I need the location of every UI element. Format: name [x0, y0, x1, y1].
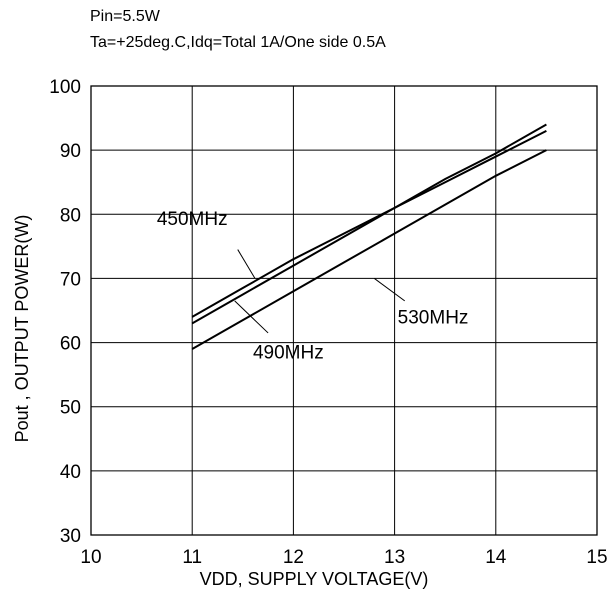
series-line-490mhz: [191, 123, 547, 325]
grid-lines: [91, 86, 597, 535]
x-tick-label: 15: [586, 547, 607, 568]
y-tick-label: 100: [49, 77, 81, 98]
series-line-530mhz: [191, 149, 547, 350]
series-label-530mhz: 530MHz: [398, 307, 469, 328]
x-tick-labels: 10 11 12 13 14 15: [80, 547, 607, 568]
x-tick-label: 14: [485, 547, 507, 568]
y-tick-label: 90: [60, 141, 81, 162]
x-tick-label: 13: [384, 547, 405, 568]
y-tick-label: 60: [60, 334, 81, 355]
y-tick-labels: 30 40 50 60 70 80 90 100: [49, 77, 81, 547]
x-axis-label: VDD, SUPPLY VOLTAGE(V): [200, 569, 429, 589]
series-label-450mhz: 450MHz: [157, 209, 228, 230]
plot-frame: [90, 85, 598, 536]
x-tick-label: 12: [283, 547, 304, 568]
y-tick-label: 50: [60, 398, 81, 419]
y-tick-label: 30: [60, 526, 81, 547]
leader-line-530mhz: [374, 278, 406, 302]
series-lines: [191, 123, 547, 350]
series-labels: 450MHz 490MHz 530MHz: [157, 209, 469, 363]
x-tick-label: 11: [182, 547, 202, 568]
condition-pin: Pin=5.5W: [90, 8, 160, 25]
leader-line-490mhz: [234, 300, 269, 334]
series-line-450mhz: [191, 130, 547, 318]
y-tick-label: 70: [60, 269, 81, 290]
y-tick-label: 40: [60, 462, 81, 483]
series-label-490mhz: 490MHz: [253, 343, 324, 364]
leader-line-450mhz: [237, 249, 256, 279]
y-axis-label: Pout , OUTPUT POWER(W): [12, 215, 32, 443]
y-tick-label: 80: [60, 205, 81, 226]
x-tick-label: 10: [80, 547, 101, 568]
condition-ta-idq: Ta=+25deg.C,Idq=Total 1A/One side 0.5A: [90, 34, 386, 51]
